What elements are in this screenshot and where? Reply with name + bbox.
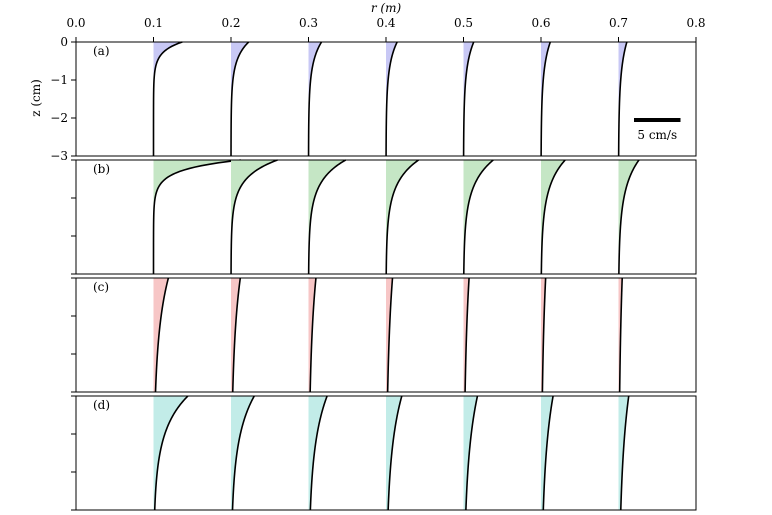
x-tick-label: 0.8 xyxy=(686,16,705,30)
velocity-profile-line xyxy=(541,277,547,393)
x-tick-label: 0.1 xyxy=(144,16,163,30)
velocity-profile-line xyxy=(231,277,242,393)
panel: (d) xyxy=(71,395,697,511)
panel-frame xyxy=(75,277,697,393)
panel: 0 −1 −2 −3 (a) xyxy=(50,35,697,163)
velocity-profile-line xyxy=(309,395,328,511)
velocity-profile-line xyxy=(230,41,250,156)
panel-label: (a) xyxy=(93,44,110,58)
velocity-profile-line xyxy=(154,277,170,393)
profile-fill xyxy=(231,42,249,156)
velocity-profile-line xyxy=(385,159,420,275)
panel: (b) xyxy=(71,159,697,275)
panel-label: (c) xyxy=(93,280,109,294)
profile-fill xyxy=(386,160,419,274)
velocity-profile-line xyxy=(540,159,566,275)
velocity-profile-line xyxy=(542,395,554,511)
x-tick-label: 0.7 xyxy=(609,16,628,30)
panel-frame xyxy=(75,41,697,157)
velocity-profile-line xyxy=(540,41,552,157)
velocity-profile-line xyxy=(152,159,242,274)
x-tick-label: 0.5 xyxy=(454,16,473,30)
velocity-profile-line xyxy=(152,41,183,156)
x-tick-label: 0.2 xyxy=(221,16,240,30)
x-tick-label: 0.6 xyxy=(531,16,550,30)
profile-fill xyxy=(308,396,328,510)
profile-fill xyxy=(618,160,639,274)
profile-fill xyxy=(231,396,255,510)
profile-fill xyxy=(463,160,494,274)
velocity-profile-line xyxy=(309,277,317,393)
scale-bar: 5 cm/s xyxy=(634,118,681,142)
panel-frame xyxy=(75,159,697,275)
scale-bar-label: 5 cm/s xyxy=(637,128,677,142)
x-tick-label: 0.0 xyxy=(66,16,85,30)
profile-fill xyxy=(541,160,566,274)
velocity-profile-line xyxy=(230,159,278,274)
velocity-profile-line xyxy=(386,277,394,393)
y-tick-label: −1 xyxy=(50,73,68,87)
panel-label: (d) xyxy=(93,398,110,412)
x-axis-label: r (m) xyxy=(371,1,402,15)
panel-frame xyxy=(75,395,697,511)
profile-fill xyxy=(541,42,551,156)
profile-fill xyxy=(463,396,478,510)
x-tick-label: 0.4 xyxy=(376,16,395,30)
profile-fill xyxy=(618,42,627,156)
velocity-profile-line xyxy=(153,395,189,511)
y-tick-label: −3 xyxy=(50,149,68,163)
velocity-profile-line xyxy=(618,159,640,275)
velocity-profile-line xyxy=(462,41,475,157)
panels: 0 −1 −2 −3 (a) (b) (c) (d) xyxy=(50,35,697,511)
velocity-profile-line xyxy=(464,277,470,393)
y-axis-label: z (cm) xyxy=(29,79,43,117)
velocity-profile-line xyxy=(307,159,347,275)
profile-fill xyxy=(153,278,169,392)
profile-fill xyxy=(153,42,183,156)
top-x-axis: 0.0 0.1 0.2 0.3 0.4 0.5 0.6 0.7 0.8 xyxy=(66,16,706,42)
profile-fill xyxy=(308,160,346,274)
velocity-profile-line xyxy=(231,395,255,511)
y-tick-label: −2 xyxy=(50,111,68,125)
profile-fill xyxy=(386,396,402,510)
panel: (c) xyxy=(71,277,697,393)
velocity-profile-line xyxy=(387,395,403,511)
y-tick-label: 0 xyxy=(60,35,68,49)
velocity-profile-line xyxy=(619,395,630,511)
velocity-profile-line xyxy=(462,159,494,275)
velocity-profile-line xyxy=(385,41,398,156)
profile-fill xyxy=(231,160,278,274)
profile-fill xyxy=(153,160,241,274)
x-tick-label: 0.3 xyxy=(299,16,318,30)
profile-fill xyxy=(153,396,188,510)
velocity-profile-line xyxy=(465,395,479,511)
panel-label: (b) xyxy=(93,162,110,176)
velocity-profile-line xyxy=(617,41,628,157)
velocity-profile-line xyxy=(307,41,323,156)
velocity-profile-line xyxy=(618,277,624,393)
